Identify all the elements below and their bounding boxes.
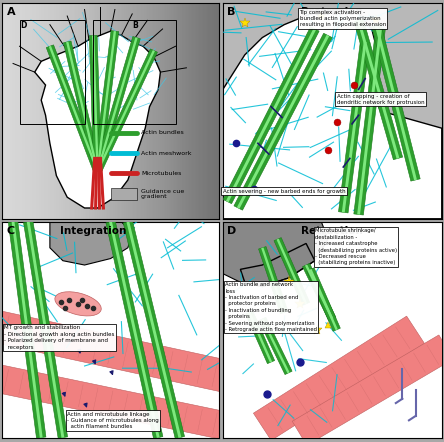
- Bar: [20, 20, 84, 124]
- Polygon shape: [248, 312, 272, 362]
- Polygon shape: [258, 247, 288, 314]
- Polygon shape: [0, 309, 233, 393]
- Polygon shape: [106, 221, 163, 438]
- Polygon shape: [94, 49, 158, 173]
- Polygon shape: [375, 24, 417, 180]
- Polygon shape: [292, 335, 444, 442]
- Polygon shape: [223, 10, 442, 219]
- Polygon shape: [24, 221, 67, 438]
- Text: Tip complex activation -
bundled actin polymerization
resulting in filopodial ex: Tip complex activation - bundled actin p…: [300, 10, 386, 27]
- Polygon shape: [96, 37, 138, 171]
- Ellipse shape: [55, 292, 101, 316]
- Polygon shape: [259, 317, 292, 374]
- Polygon shape: [338, 41, 370, 213]
- Polygon shape: [50, 222, 132, 265]
- Polygon shape: [46, 45, 101, 173]
- Polygon shape: [261, 248, 285, 313]
- Polygon shape: [274, 238, 309, 305]
- Polygon shape: [94, 37, 140, 172]
- Polygon shape: [372, 23, 420, 181]
- Text: Integration: Integration: [60, 226, 127, 236]
- Polygon shape: [223, 27, 319, 204]
- Text: Actin severing - new barbed ends for growth: Actin severing - new barbed ends for gro…: [223, 189, 345, 194]
- Polygon shape: [354, 28, 385, 215]
- Polygon shape: [66, 42, 99, 171]
- Text: Retraction: Retraction: [301, 226, 363, 236]
- Text: Actin and microtubule linkage
- Guidance of microtubules along
  actin filament : Actin and microtubule linkage - Guidance…: [67, 412, 159, 430]
- Polygon shape: [49, 46, 99, 172]
- Polygon shape: [307, 268, 341, 331]
- Polygon shape: [127, 221, 181, 438]
- Bar: [93, 20, 175, 124]
- Polygon shape: [305, 264, 333, 320]
- Text: B: B: [132, 21, 138, 30]
- Polygon shape: [12, 222, 43, 438]
- Polygon shape: [309, 269, 338, 330]
- Polygon shape: [277, 239, 307, 304]
- Text: Actin capping - creation of
dendritic network for protrusion: Actin capping - creation of dendritic ne…: [337, 94, 424, 105]
- Polygon shape: [8, 221, 46, 438]
- Polygon shape: [261, 318, 289, 373]
- Text: A: A: [7, 8, 15, 17]
- Polygon shape: [92, 35, 99, 171]
- Text: Actin bundles: Actin bundles: [141, 130, 184, 135]
- Polygon shape: [357, 20, 400, 159]
- Polygon shape: [246, 311, 275, 364]
- Polygon shape: [354, 19, 403, 160]
- Text: Actin meshwork: Actin meshwork: [141, 151, 191, 156]
- Polygon shape: [123, 221, 185, 439]
- Polygon shape: [96, 31, 116, 171]
- Text: D: D: [20, 21, 27, 30]
- Polygon shape: [357, 29, 382, 215]
- Text: MT growth and stabilization
- Directional growth along actin bundles
- Polarized: MT growth and stabilization - Directiona…: [4, 325, 115, 350]
- Polygon shape: [342, 42, 367, 213]
- Polygon shape: [89, 35, 101, 171]
- Polygon shape: [96, 50, 155, 172]
- Text: B: B: [227, 8, 236, 17]
- Polygon shape: [302, 263, 336, 320]
- Bar: [111, 188, 137, 200]
- Polygon shape: [27, 221, 64, 438]
- Polygon shape: [223, 222, 328, 286]
- Text: Protrusion: Protrusion: [301, 8, 363, 17]
- Polygon shape: [254, 316, 424, 440]
- Text: Guidance cue
gradient: Guidance cue gradient: [141, 189, 184, 199]
- Text: Actin bundle and network
loss
- Inactivation of barbed end
  protector proteins
: Actin bundle and network loss - Inactiva…: [225, 282, 317, 332]
- Polygon shape: [35, 31, 160, 208]
- Polygon shape: [237, 35, 329, 209]
- Text: C: C: [7, 226, 15, 236]
- Text: D: D: [227, 226, 237, 236]
- Polygon shape: [94, 30, 119, 172]
- Polygon shape: [234, 33, 332, 210]
- Polygon shape: [226, 28, 316, 202]
- Text: Microtubules: Microtubules: [141, 171, 181, 176]
- Polygon shape: [0, 363, 233, 441]
- Polygon shape: [109, 221, 160, 438]
- Text: Microtubule shrinkage/
destabilization -
- Increased catastrophe
  (destabilizin: Microtubule shrinkage/ destabilization -…: [315, 229, 397, 265]
- Polygon shape: [63, 41, 101, 172]
